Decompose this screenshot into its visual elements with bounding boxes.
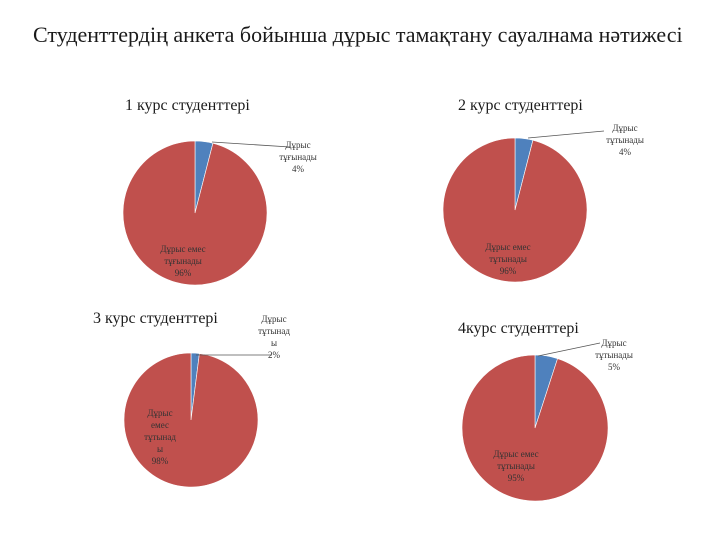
pie-chart-1: 1 курс студенттері Дұрыс тұғынады 4% Дұрыс е… — [122, 97, 317, 286]
data-label-line: Дұрыс — [601, 338, 626, 348]
leader-line — [211, 141, 291, 148]
chart-title: 1 курс студенттері — [125, 97, 250, 114]
data-label-line: Дұрыс — [612, 123, 637, 133]
chart-title: 3 курс студенттері — [93, 310, 218, 327]
data-label-line: 5% — [608, 362, 621, 372]
data-label-line: Дұрыс — [147, 408, 172, 418]
leader-line — [527, 130, 605, 139]
chart-title: 2 курс студенттері — [458, 97, 583, 114]
data-label-line: 96% — [500, 266, 517, 276]
data-label-line: Дұрыс емес — [485, 242, 530, 252]
leader-line — [537, 342, 601, 357]
data-label-line: 95% — [508, 473, 525, 483]
data-label-line: тұтынад — [258, 326, 290, 336]
data-label-1: Дұрыс тұтынады 4% — [606, 123, 644, 157]
data-label-line: тұғынады — [164, 256, 202, 266]
pie-chart-2: 2 курс студенттері Дұрыс тұтынады 4% Дұрыс е… — [442, 97, 644, 283]
data-label-line: Дұрыс — [285, 140, 310, 150]
data-label-2: Дұрыс емес тұтынад ы 98% — [144, 408, 176, 466]
data-label-1: Дұрыс тұғынады 4% — [279, 140, 317, 174]
data-label-line: тұтынады — [595, 350, 633, 360]
data-label-line: тұтынады — [497, 461, 535, 471]
data-label-line: ы — [271, 338, 277, 348]
data-label-1: Дұрыс тұтынад ы 2% — [258, 314, 290, 360]
data-label-line: Дұрыс емес — [160, 244, 205, 254]
chart-title: 4курс студенттері — [458, 320, 579, 337]
data-label-line: Дұрыс — [261, 314, 286, 324]
data-label-line: тұтынад — [144, 432, 176, 442]
data-label-line: ы — [157, 444, 163, 454]
data-label-line: 2% — [268, 350, 281, 360]
data-label-line: 4% — [619, 147, 632, 157]
data-label-2: Дұрыс емес тұтынады 96% — [485, 242, 530, 276]
slide-title: Студенттердің анкета бойынша дұрыс тамақ… — [33, 22, 683, 47]
data-label-line: емес — [151, 420, 169, 430]
pie-slice-2 — [442, 137, 588, 283]
pie-chart-4: 4курс студенттері Дұрыс тұтынады 5% Дұрыс ем… — [458, 320, 633, 502]
data-label-1: Дұрыс тұтынады 5% — [595, 338, 633, 372]
data-label-line: 98% — [152, 456, 169, 466]
pie-chart-3: 3 курс студенттері Дұрыс тұтынад ы 2% Дұрыс ем… — [93, 310, 290, 488]
data-label-line: тұтынады — [606, 135, 644, 145]
pie-slice-2 — [122, 140, 268, 286]
data-label-2: Дұрыс емес тұтынады 95% — [493, 449, 538, 483]
pie-slice-2 — [461, 354, 609, 502]
pie-slice-2 — [123, 352, 259, 488]
data-label-line: 4% — [292, 164, 305, 174]
data-label-line: тұғынады — [279, 152, 317, 162]
data-label-2: Дұрыс емес тұғынады 96% — [160, 244, 205, 278]
data-label-line: Дұрыс емес — [493, 449, 538, 459]
data-label-line: 96% — [175, 268, 192, 278]
data-label-line: тұтынады — [489, 254, 527, 264]
